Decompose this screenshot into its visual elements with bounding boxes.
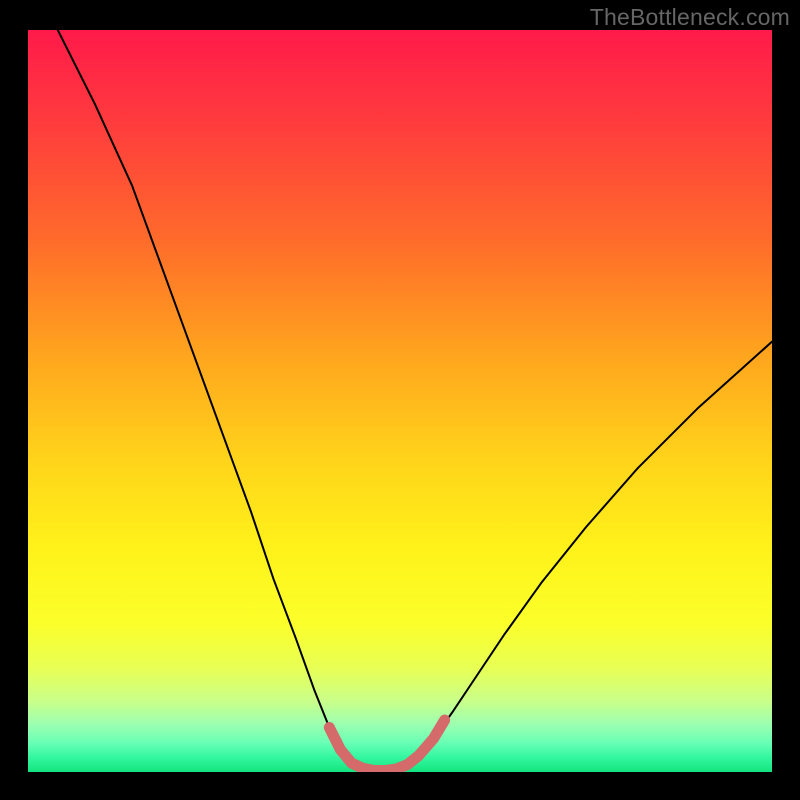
chart-svg bbox=[28, 30, 772, 772]
plot-area bbox=[28, 30, 772, 772]
gradient-background bbox=[28, 30, 772, 772]
watermark-text: TheBottleneck.com bbox=[590, 4, 790, 31]
chart-stage: TheBottleneck.com bbox=[0, 0, 800, 800]
